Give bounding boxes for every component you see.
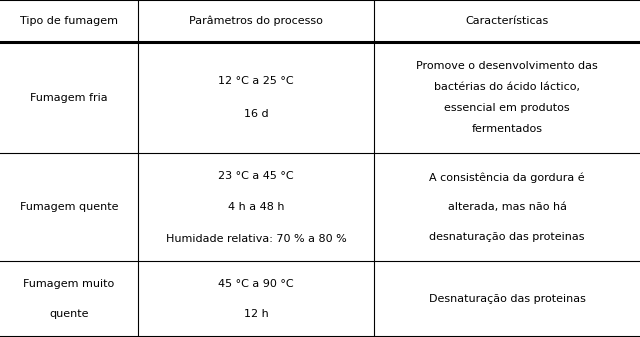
Text: alterada, mas não há: alterada, mas não há (448, 202, 566, 212)
Text: Tipo de fumagem: Tipo de fumagem (20, 16, 118, 26)
Text: essencial em produtos: essencial em produtos (444, 103, 570, 113)
Text: Promove o desenvolvimento das: Promove o desenvolvimento das (417, 61, 598, 71)
Text: bactérias do ácido láctico,: bactérias do ácido láctico, (434, 82, 580, 92)
Text: 12 °C a 25 °C: 12 °C a 25 °C (218, 76, 294, 86)
Text: Humidade relativa: 70 % a 80 %: Humidade relativa: 70 % a 80 % (166, 234, 346, 244)
Text: Desnaturação das proteinas: Desnaturação das proteinas (429, 294, 586, 304)
Text: 16 d: 16 d (244, 110, 268, 119)
Text: A consistência da gordura é: A consistência da gordura é (429, 173, 585, 183)
Text: Fumagem fria: Fumagem fria (30, 93, 108, 103)
Text: Fumagem quente: Fumagem quente (20, 202, 118, 212)
Text: 45 °C a 90 °C: 45 °C a 90 °C (218, 279, 294, 289)
Text: quente: quente (49, 309, 88, 319)
Text: desnaturação das proteinas: desnaturação das proteinas (429, 232, 585, 242)
Text: Fumagem muito: Fumagem muito (23, 279, 115, 289)
Text: Características: Características (465, 16, 549, 26)
Text: fermentados: fermentados (472, 124, 543, 134)
Text: 12 h: 12 h (244, 309, 268, 319)
Text: 4 h a 48 h: 4 h a 48 h (228, 202, 284, 212)
Text: 23 °C a 45 °C: 23 °C a 45 °C (218, 171, 294, 181)
Text: Parâmetros do processo: Parâmetros do processo (189, 16, 323, 26)
